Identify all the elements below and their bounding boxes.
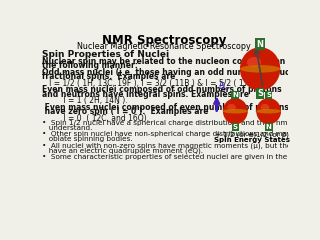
- Text: oblate spinning bodies.: oblate spinning bodies.: [42, 136, 132, 142]
- Text: •  Some characteristic properties of selected nuclei are given in the following : • Some characteristic properties of sele…: [42, 154, 320, 160]
- Ellipse shape: [227, 104, 236, 111]
- Text: S: S: [266, 92, 271, 98]
- Text: the following manner:: the following manner:: [42, 61, 137, 70]
- Ellipse shape: [240, 65, 280, 73]
- Ellipse shape: [260, 104, 269, 111]
- Text: fractional spins.  Examples are: fractional spins. Examples are: [42, 72, 175, 81]
- Text: I = 1 ( 2H, 14N ).: I = 1 ( 2H, 14N ).: [42, 96, 127, 105]
- Ellipse shape: [256, 98, 281, 124]
- Text: Spin Properties of Nuclei: Spin Properties of Nuclei: [42, 50, 169, 59]
- Text: N: N: [257, 40, 264, 49]
- Text: − 1/2 (or β): − 1/2 (or β): [248, 132, 289, 138]
- Text: •  Spin 1/2 nuclei have a spherical charge distribution, and their nmr behavior : • Spin 1/2 nuclei have a spherical charg…: [42, 120, 320, 126]
- Text: Nuclear Magnetic Resonance Spectroscopy: Nuclear Magnetic Resonance Spectroscopy: [77, 42, 251, 51]
- Text: S: S: [233, 124, 238, 130]
- Text: N: N: [266, 124, 272, 130]
- Text: •  All nuclei with non-zero spins have magnetic moments (μ), but the non-spheric: • All nuclei with non-zero spins have ma…: [42, 143, 320, 149]
- Text: have an electric quadrupole moment (eQ).: have an electric quadrupole moment (eQ).: [42, 147, 203, 154]
- Text: NMR Spectroscopy: NMR Spectroscopy: [102, 34, 226, 47]
- Ellipse shape: [223, 109, 248, 114]
- Ellipse shape: [223, 98, 248, 124]
- Text: Even mass nuclei composed of odd numbers of protons: Even mass nuclei composed of odd numbers…: [42, 85, 281, 94]
- Text: Even mass nuclei composed of even numbers of protons and neutrons: Even mass nuclei composed of even number…: [42, 103, 320, 112]
- Text: Nuclear spin may be related to the nucleon composition of a nucleus in: Nuclear spin may be related to the nucle…: [42, 57, 320, 66]
- Ellipse shape: [247, 57, 261, 68]
- Ellipse shape: [262, 101, 281, 121]
- Text: I = 0  ( 12C, and 16O).: I = 0 ( 12C, and 16O).: [42, 114, 148, 123]
- Text: $B_o$: $B_o$: [218, 80, 230, 93]
- Text: have zero spin ( I = 0 ).  Examples are: have zero spin ( I = 0 ). Examples are: [42, 107, 208, 116]
- Ellipse shape: [229, 101, 248, 121]
- Text: and neutrons have integral spins. Examples are: and neutrons have integral spins. Exampl…: [42, 90, 249, 99]
- Text: Odd mass nuclei (i.e. those having an odd number of nucleons) have: Odd mass nuclei (i.e. those having an od…: [42, 68, 320, 77]
- Text: •  Other spin nuclei have non-spherical charge distributions and may be analyzed: • Other spin nuclei have non-spherical c…: [42, 131, 320, 137]
- Text: N: N: [232, 92, 238, 98]
- Text: I = 1/2 ( 1H, 13C, 19F ), I = 3/2 ( 11B ) & I = 5/2 ( 17O ).: I = 1/2 ( 1H, 13C, 19F ), I = 3/2 ( 11B …: [42, 79, 262, 88]
- Ellipse shape: [256, 109, 281, 114]
- Ellipse shape: [240, 47, 280, 90]
- Text: Spin Energy States: Spin Energy States: [214, 137, 290, 143]
- Text: understand.: understand.: [42, 125, 92, 131]
- Text: S: S: [257, 89, 263, 98]
- Text: + 1/2 (or α): + 1/2 (or α): [215, 132, 256, 138]
- Ellipse shape: [250, 53, 280, 85]
